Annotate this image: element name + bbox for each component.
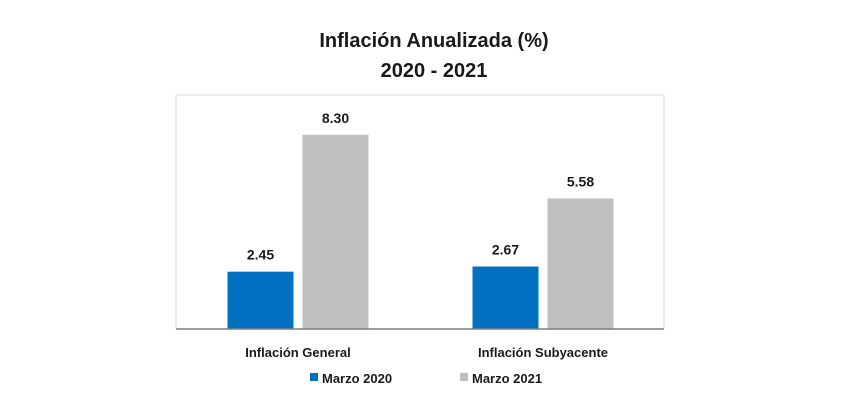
x-tick-label: Inflación General (245, 345, 350, 360)
bar-marzo-2021 (302, 134, 369, 329)
legend-swatch-marzo-2021 (460, 373, 468, 381)
data-label: 2.67 (492, 242, 519, 258)
x-tick-label: Inflación Subyacente (478, 345, 608, 360)
data-label: 8.30 (322, 110, 349, 126)
bar-marzo-2020 (472, 266, 539, 329)
legend-swatch-marzo-2020 (310, 373, 318, 381)
legend-label: Marzo 2020 (322, 371, 392, 386)
bar-marzo-2021 (547, 198, 614, 329)
data-label: 5.58 (567, 173, 594, 189)
bar-marzo-2020 (227, 271, 294, 329)
chart-title: Inflación Anualizada (%) (319, 30, 548, 52)
legend-label: Marzo 2021 (472, 371, 542, 386)
data-label: 2.45 (247, 247, 274, 263)
chart-subtitle: 2020 - 2021 (381, 60, 488, 82)
legend: Marzo 2020 Marzo 2021 (310, 371, 542, 386)
